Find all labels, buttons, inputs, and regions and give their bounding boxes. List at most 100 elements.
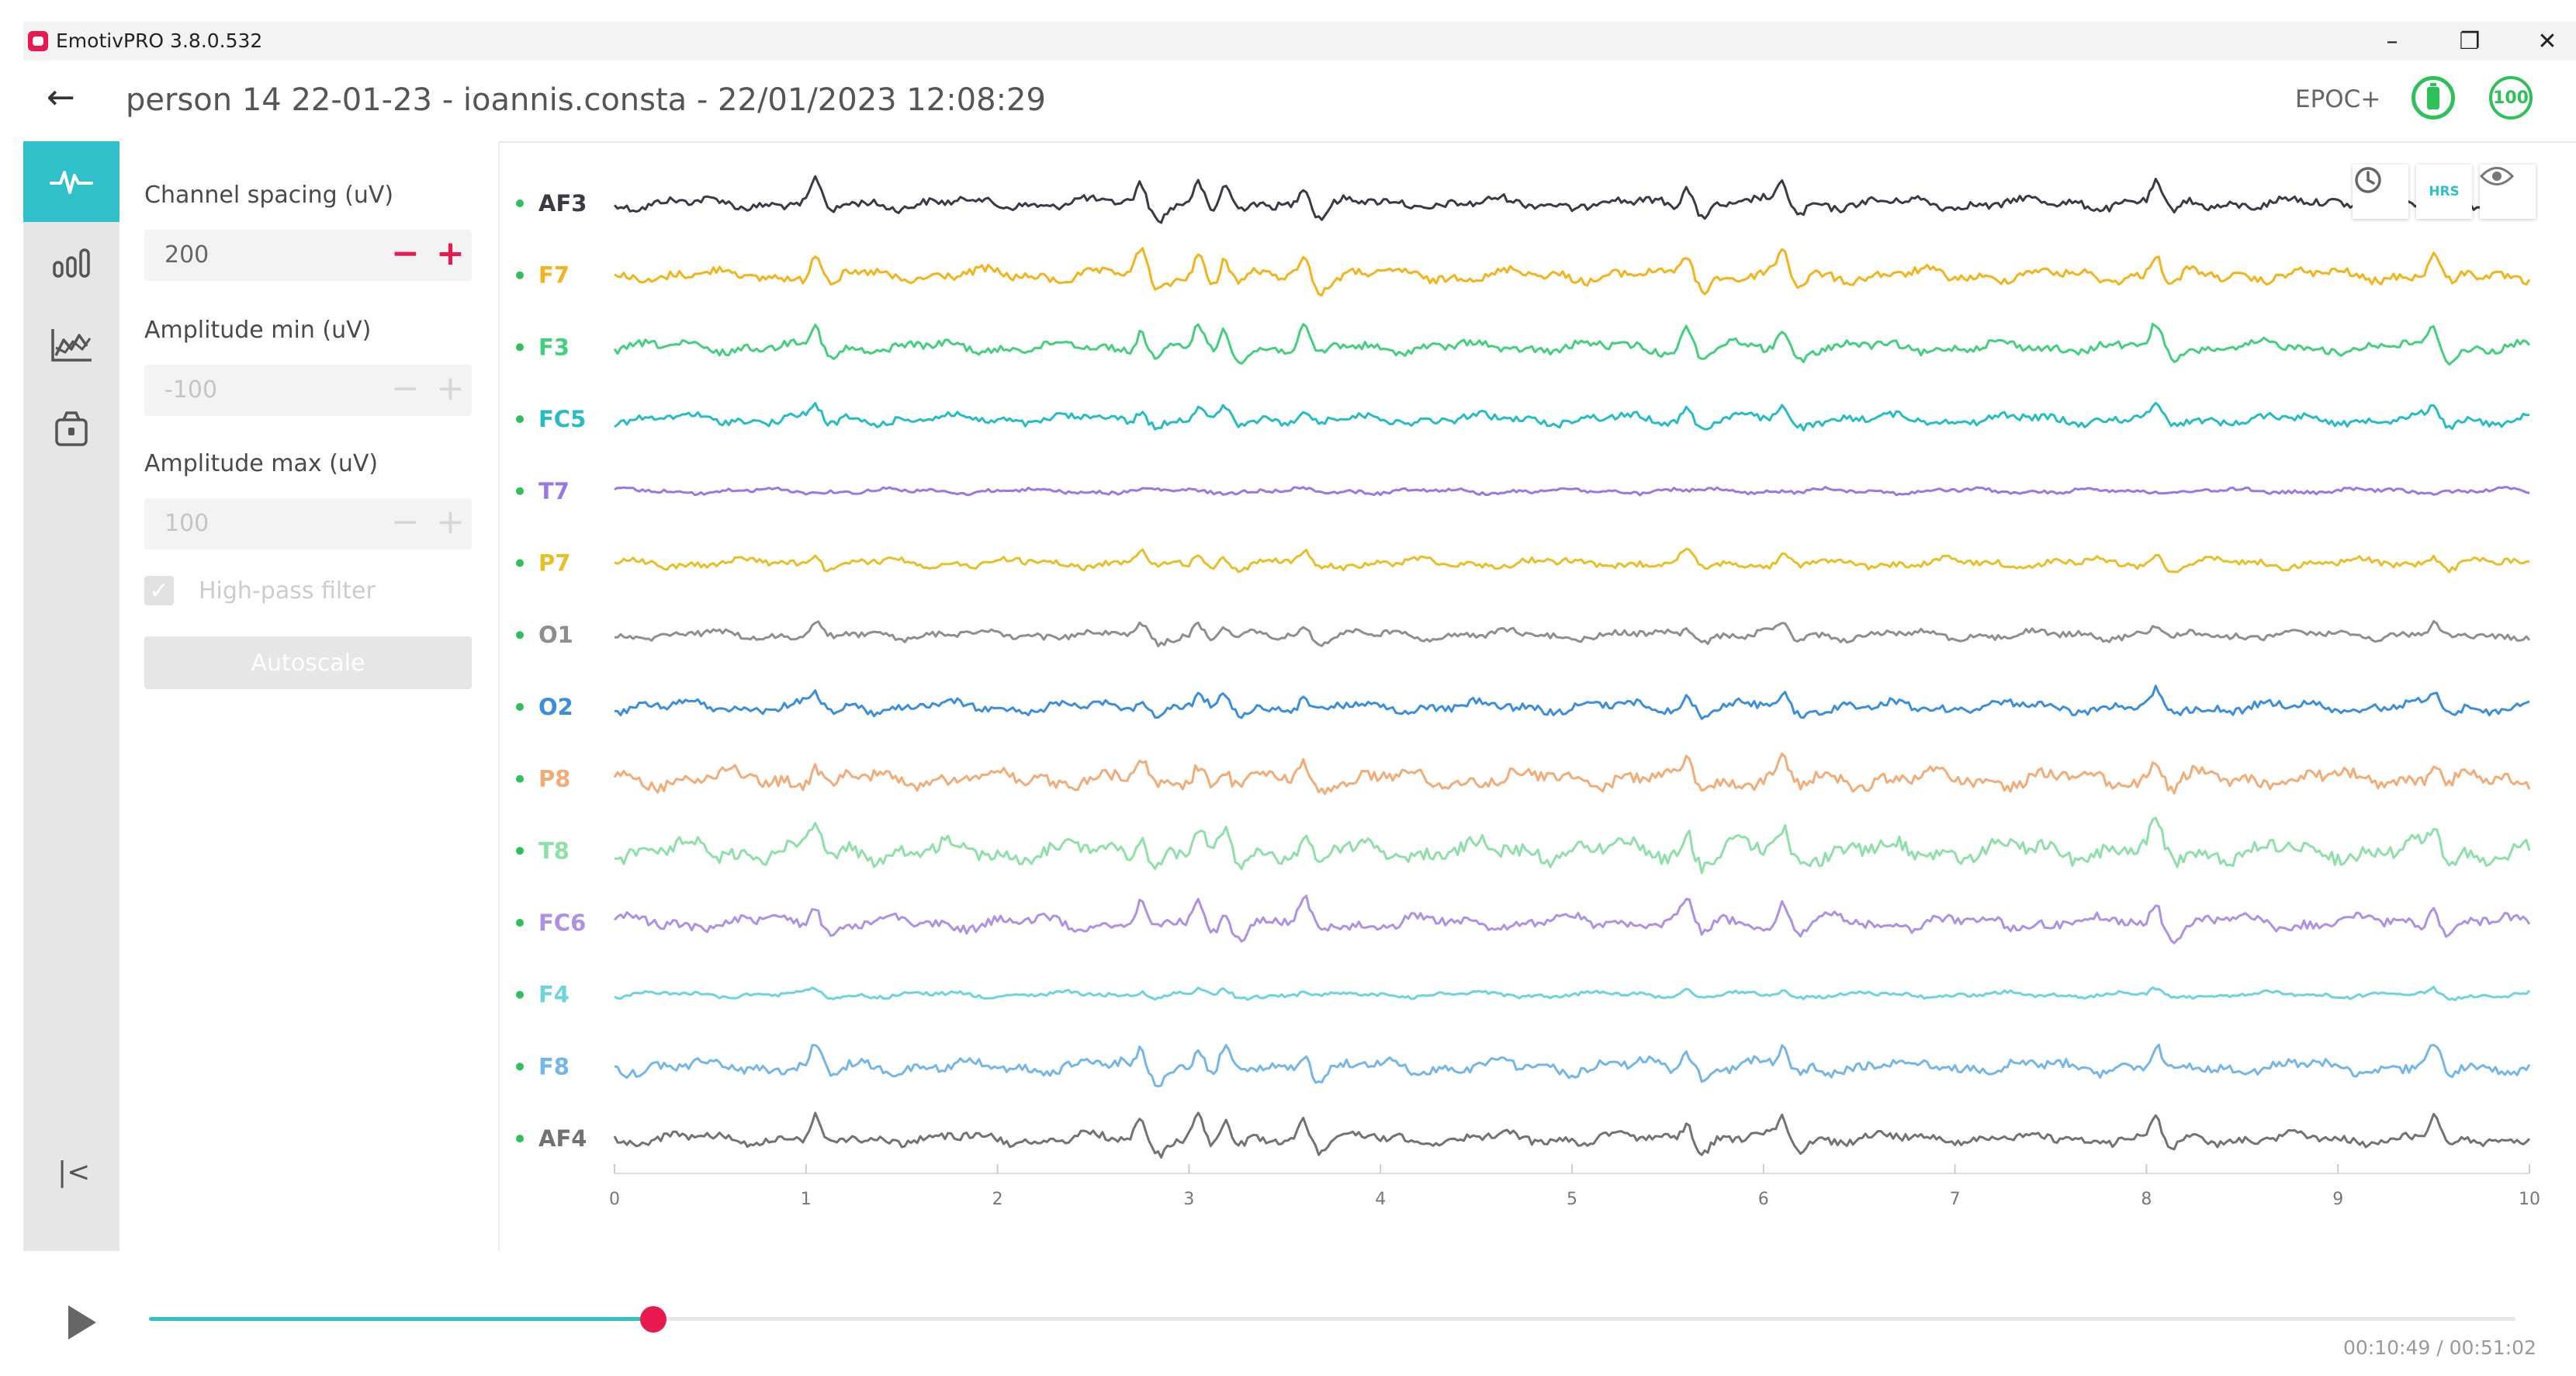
- channel-status-dot-o2: [516, 702, 524, 711]
- channel-status-dot-f7: [516, 271, 524, 279]
- channel-status-dot-af3: [516, 199, 524, 207]
- title-bar: EmotivPRO 3.8.0.532 – ❐ ✕: [23, 22, 2576, 61]
- back-arrow-icon[interactable]: ←: [47, 78, 75, 117]
- x-tick-label: 0: [609, 1190, 620, 1209]
- minimize-button[interactable]: –: [2386, 27, 2398, 55]
- motion-sensor-icon[interactable]: [23, 388, 119, 469]
- amplitude-max-decrement-button: −: [391, 502, 420, 542]
- x-tick-label: 8: [2141, 1190, 2152, 1209]
- clock-icon[interactable]: [2353, 165, 2408, 219]
- channel-label-o1[interactable]: O1: [538, 622, 573, 648]
- channel-label-t8[interactable]: T8: [538, 837, 570, 864]
- x-tick-label: 9: [2332, 1190, 2343, 1209]
- channel-status-dot-f8: [516, 1062, 524, 1071]
- channel-spacing-increment-button[interactable]: +: [436, 234, 465, 273]
- playback-thumb[interactable]: [639, 1306, 667, 1333]
- hrs-label: HRS: [2429, 184, 2460, 199]
- high-pass-filter-label: High-pass filter: [199, 577, 376, 605]
- channel-status-dot-af4: [516, 1135, 524, 1143]
- x-tick-label: 7: [1950, 1190, 1961, 1209]
- time-readout: 00:10:49 / 00:51:02: [2343, 1336, 2536, 1359]
- x-tick-label: 4: [1375, 1190, 1386, 1209]
- signal-quality-badge[interactable]: 100: [2489, 76, 2533, 120]
- amplitude-min-label: Amplitude min (uV): [144, 317, 372, 344]
- performance-metrics-chart-icon[interactable]: [23, 304, 119, 385]
- amplitude-max-value: 100: [164, 510, 209, 537]
- channel-label-fc5[interactable]: FC5: [538, 406, 586, 432]
- raw-eeg-waveform-icon[interactable]: [23, 141, 119, 222]
- trace-f3: [613, 322, 2531, 366]
- channel-status-dot-p8: [516, 775, 524, 783]
- channel-spacing-value[interactable]: 200: [164, 241, 209, 269]
- amplitude-min-decrement-button: −: [391, 369, 420, 408]
- channel-status-dot-f3: [516, 343, 524, 352]
- channel-spacing-input[interactable]: 200 − +: [144, 230, 472, 281]
- amplitude-max-label: Amplitude max (uV): [144, 450, 379, 477]
- emotiv-logo-icon: [28, 31, 48, 51]
- channel-status-dot-o1: [516, 631, 524, 639]
- amplitude-min-increment-button: +: [436, 369, 465, 408]
- band-power-bars-icon[interactable]: [23, 222, 119, 303]
- high-pass-filter-checkbox[interactable]: ✓: [144, 576, 174, 605]
- session-title: person 14 22-01-23 - ioannis.consta - 22…: [126, 82, 1046, 118]
- x-tick-label: 1: [801, 1190, 812, 1209]
- channel-label-fc6[interactable]: FC6: [538, 910, 586, 936]
- device-name[interactable]: EPOC+: [2295, 85, 2381, 113]
- amplitude-max-input: 100 − +: [144, 498, 472, 549]
- close-button[interactable]: ✕: [2537, 27, 2557, 55]
- channel-label-p8[interactable]: P8: [538, 766, 570, 792]
- channel-label-f4[interactable]: F4: [538, 982, 570, 1008]
- trace-f4: [614, 986, 2531, 1002]
- channel-status-dot-t8: [516, 847, 524, 855]
- channel-label-p7[interactable]: P7: [538, 550, 570, 577]
- trace-t7: [614, 486, 2530, 497]
- plot-toolbar: HRS: [2353, 165, 2537, 224]
- trace-fc5: [614, 401, 2530, 432]
- trace-t8: [614, 816, 2531, 875]
- eeg-plot-area[interactable]: AF3 F7 F3 FC5 T7 P7 O1 O2 P8 T8 FC6 F4 F8 AF4 0 1 2 3 4 5 6 7…: [498, 141, 2576, 1251]
- channel-label-af3[interactable]: AF3: [538, 190, 587, 217]
- channel-status-dot-p7: [516, 559, 524, 567]
- channel-status-dot-f4: [516, 990, 524, 999]
- collapse-sidebar-icon[interactable]: |<: [57, 1156, 91, 1188]
- battery-icon[interactable]: [2412, 76, 2455, 120]
- app-title: EmotivPRO 3.8.0.532: [56, 29, 263, 52]
- channel-label-t7[interactable]: T7: [538, 478, 570, 504]
- amplitude-min-value: -100: [164, 376, 218, 404]
- playback-bar: 00:10:49 / 00:51:02: [23, 1251, 2576, 1376]
- channel-label-f7[interactable]: F7: [538, 262, 570, 289]
- trace-af4: [613, 1111, 2531, 1159]
- channel-spacing-label: Channel spacing (uV): [144, 182, 394, 209]
- channel-label-af4[interactable]: AF4: [538, 1125, 587, 1152]
- channel-status-dot-fc6: [516, 919, 524, 927]
- x-tick-label: 5: [1567, 1190, 1577, 1209]
- hrs-button[interactable]: HRS: [2416, 165, 2472, 219]
- eeg-chart: AF3 F7 F3 FC5 T7 P7 O1 O2 P8 T8 FC6 F4 F8 AF4 0 1 2 3 4 5 6 7…: [516, 175, 2540, 1209]
- channel-label-o2[interactable]: O2: [538, 694, 573, 720]
- channel-label-f3[interactable]: F3: [538, 334, 570, 360]
- channel-status-dot-fc5: [516, 415, 524, 424]
- trace-f8: [614, 1043, 2531, 1088]
- playback-progress-fill: [149, 1317, 653, 1321]
- x-tick-label: 6: [1758, 1190, 1769, 1209]
- channel-label-f8[interactable]: F8: [538, 1053, 570, 1080]
- x-tick-label: 3: [1183, 1190, 1194, 1209]
- eye-icon[interactable]: [2480, 165, 2536, 219]
- sidebar: |<: [23, 141, 119, 1251]
- amplitude-min-input: -100 − +: [144, 365, 472, 416]
- trace-o1: [615, 620, 2531, 647]
- trace-f7: [614, 247, 2531, 296]
- trace-af3: [613, 175, 2530, 224]
- x-tick-label: 2: [992, 1190, 1003, 1209]
- autoscale-button[interactable]: Autoscale: [144, 636, 472, 689]
- maximize-button[interactable]: ❐: [2459, 27, 2481, 55]
- channel-status-dot-t7: [516, 487, 524, 495]
- channel-spacing-decrement-button[interactable]: −: [391, 234, 420, 273]
- playback-slider[interactable]: [149, 1306, 2515, 1333]
- trace-o2: [614, 685, 2530, 720]
- trace-p7: [614, 547, 2530, 574]
- session-header: ← person 14 22-01-23 - ioannis.consta - …: [23, 61, 2576, 143]
- play-icon[interactable]: [68, 1305, 96, 1340]
- settings-panel: Channel spacing (uV) 200 − + Amplitude m…: [119, 141, 500, 1251]
- trace-p8: [613, 752, 2531, 795]
